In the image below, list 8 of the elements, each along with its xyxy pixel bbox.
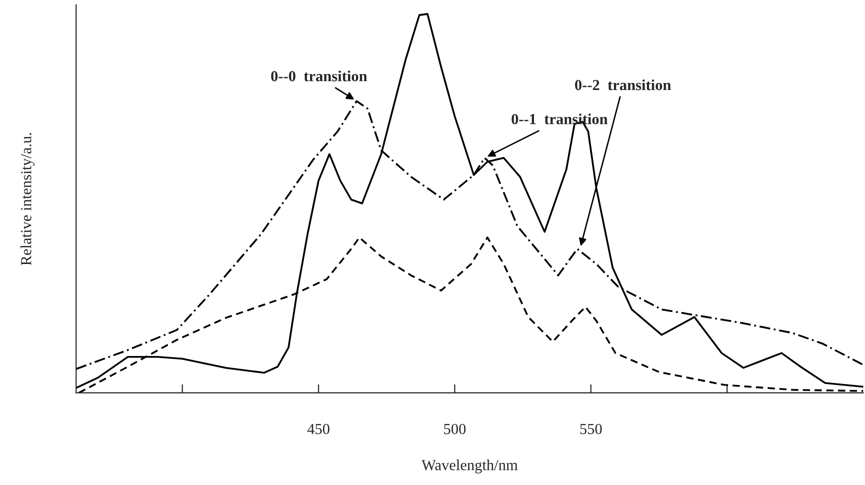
x-tick-label: 450 xyxy=(307,424,330,434)
annotation: 0--1 transition xyxy=(512,114,608,124)
y-axis-title: Relative intensity/a.u. xyxy=(20,133,34,266)
x-axis-title: Wavelength/nm xyxy=(422,459,518,474)
annotation: 0--0 transition xyxy=(271,70,368,82)
x-tick-label: 500 xyxy=(444,424,466,434)
annotation: 0--2 transition xyxy=(575,79,671,90)
x-tick-label: 550 xyxy=(580,424,602,434)
